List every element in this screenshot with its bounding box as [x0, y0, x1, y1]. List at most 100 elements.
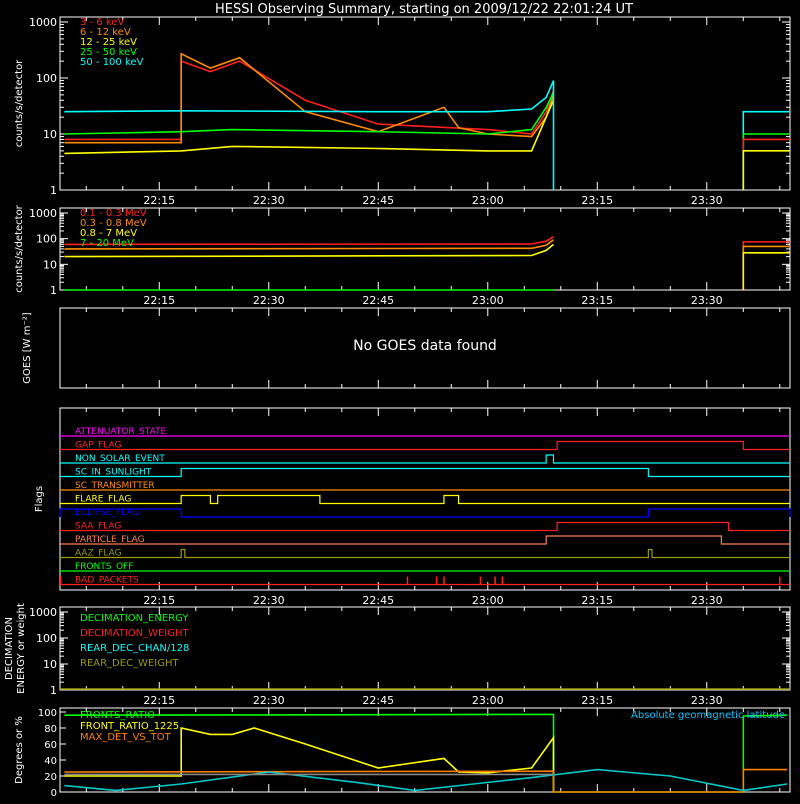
panel1-ytick-label: 10: [43, 128, 57, 141]
panel4-time-label: 22:30: [253, 594, 285, 607]
panel6-series-max-det-vs-tot: [64, 768, 788, 793]
panel2-series-0-8-7-mev: [64, 243, 555, 258]
panel2-ylabel: counts/s/detector: [14, 204, 25, 292]
flag-line-sc-in-sunlight: [60, 467, 790, 478]
panel2-time-label: 22:45: [362, 294, 394, 307]
panel4-time-label: 23:15: [581, 594, 613, 607]
panel6-frame: [59, 707, 791, 793]
panel6-ytick-label: 40: [44, 756, 57, 767]
panel4-frame: [59, 407, 791, 591]
panel6-legend-entry: FRONT_RATIO_1225: [80, 721, 179, 732]
panel6-series-front-ratio-1225: [64, 727, 555, 792]
panel1-legend-entry: 50 - 100 keV: [80, 57, 144, 68]
panel1-ytick-label: 1: [50, 184, 57, 197]
panel3-group: GOES [W m⁻²] No GOES data found: [22, 307, 791, 389]
panel1-ytick-label: 1000: [29, 16, 57, 29]
flag-line-aaz-flag: [60, 548, 790, 559]
panel1-time-label: 22:45: [362, 194, 394, 207]
panel5-time-label: 23:15: [581, 694, 613, 707]
panel1-time-label: 22:15: [143, 194, 175, 207]
panel2-series-0-1-0-3-mev: [64, 235, 554, 246]
panel1-frame: [59, 16, 791, 191]
panel5-ylabel: DECIMATION: [4, 617, 15, 680]
panel2-group: 1 10 100 1000 counts/s/detector 22:15 22:30 22:…: [14, 204, 791, 307]
panel5-time-label: 23:00: [472, 694, 504, 707]
panel5-ytick-label: 100: [36, 632, 57, 645]
panel2-time-label: 22:30: [253, 294, 285, 307]
panel2-series-resume: [742, 252, 790, 290]
panel1-time-label: 22:30: [253, 194, 285, 207]
panel2-time-label: 23:15: [581, 294, 613, 307]
panel2-legend-entry: 0.3 - 0.8 MeV: [80, 218, 147, 229]
panel6-legend-entry: MAX_DET_VS_TOT: [80, 732, 172, 743]
panel2-legend-entry: 0.1 - 0.3 MeV: [80, 208, 147, 219]
flag-label-gap-flag: GAP_FLAG: [75, 441, 121, 451]
panel2-ytick-label: 10: [43, 258, 57, 271]
flag-label-attenuator-state: ATTENUATOR_STATE: [75, 427, 167, 437]
panel5-time-label: 22:15: [143, 694, 175, 707]
panel1-legend-entry: 12 - 25 keV: [80, 37, 137, 48]
panel5-legend-entry: DECIMATION_ENERGY: [80, 613, 189, 624]
panel1-legend-entry: 6 - 12 keV: [80, 27, 131, 38]
panel3-ylabel: GOES [W m⁻²]: [22, 312, 33, 383]
flag-label-eclipse-flag: ECLIPSE_FLAG: [75, 508, 139, 518]
flag-label-bad-packets: BAD_PACKETS: [75, 576, 139, 586]
flag-label-sc-transmitter: SC_TRANSMITTER: [75, 481, 155, 491]
flag-label-fronts-off: FRONTS_OFF: [75, 562, 133, 572]
panel6-ytick-label: 80: [44, 724, 57, 735]
panel5-ytick-label: 1000: [29, 606, 57, 619]
panel1-legend-entry: 25 - 50 keV: [80, 47, 137, 58]
flag-label-aaz-flag: AAZ_FLAG: [75, 549, 122, 559]
figure-title: HESSI Observing Summary, starting on 200…: [215, 2, 633, 17]
panel2-ytick-label: 1: [50, 284, 57, 297]
panel4-group: Flags 22:15 22:30 22:45 23:00 23:15 23:30 ATTEN…: [34, 407, 791, 607]
panel6-group: 0 20 40 60 80 100 Degrees or % FRONTS_RATIOFRON…: [14, 707, 791, 799]
panel5-group: 1 10 100 1000 DECIMATION ENERGY or weight 22:1…: [4, 603, 791, 707]
panel4-time-label: 22:15: [143, 594, 175, 607]
flag-line-non-solar-event: [60, 454, 790, 464]
no-goes-message: No GOES data found: [353, 338, 497, 354]
panel6-series-absolute-geomagnetic-latitude: [64, 768, 788, 792]
panel2-time-label: 22:15: [143, 294, 175, 307]
panel4-time-label: 23:30: [691, 594, 723, 607]
flag-line-gap-flag: [60, 440, 790, 451]
panel1-ytick-label: 100: [36, 72, 57, 85]
flag-line-flare-flag: [60, 494, 790, 505]
panel5-ytick-label: 1: [50, 684, 57, 697]
panel5-legend-entry: DECIMATION_WEIGHT: [80, 628, 189, 639]
panel6-ytick-label: 0: [51, 788, 57, 799]
panel1-series-resume: [742, 150, 790, 190]
panel4-time-label: 22:45: [362, 594, 394, 607]
panel5-time-label: 22:45: [362, 694, 394, 707]
panel3-frame: [59, 307, 791, 389]
panel6-legend-entry: FRONTS_RATIO: [80, 710, 155, 721]
flag-line-eclipse-flag: [59, 508, 791, 518]
panel5-legend-entry: REAR_DEC_WEIGHT: [80, 658, 179, 669]
flag-label-saa-flag: SAA_FLAG: [75, 522, 121, 532]
panel1-series-50-100-kev: [64, 80, 555, 190]
flag-label-non-solar-event: NON_SOLAR_EVENT: [75, 454, 165, 464]
panel1-series-25-50-kev: [64, 92, 555, 135]
panel1-legend-entry: 3 - 6 keV: [80, 17, 124, 28]
panel2-legend-entry: 7 - 20 MeV: [80, 238, 134, 249]
panel2-time-label: 23:00: [472, 294, 504, 307]
flag-line-saa-flag: [60, 521, 790, 532]
panel6-ylabel: Degrees or %: [14, 716, 25, 784]
panel2-ytick-label: 1000: [29, 207, 57, 220]
panel2-series-0-3-0-8-mev: [64, 239, 554, 250]
panel1-group: 1 10 100 1000 counts/s/detector 22:15 22:30 22:…: [14, 16, 791, 207]
panel2-ytick-label: 100: [36, 233, 57, 246]
flag-label-sc-in-sunlight: SC_IN_SUNLIGHT: [75, 468, 152, 478]
panel5-ylabel: ENERGY or weight: [16, 603, 27, 694]
panel1-time-label: 23:15: [581, 194, 613, 207]
flag-line-particle-flag: [60, 535, 790, 545]
panel4-ylabel: Flags: [34, 486, 45, 512]
panel5-ytick-label: 10: [43, 658, 57, 671]
panel4-time-label: 23:00: [472, 594, 504, 607]
flag-label-flare-flag: FLARE_FLAG: [75, 495, 131, 505]
panel6-ytick-label: 60: [44, 740, 57, 751]
panel5-legend-entry: REAR_DEC_CHAN/128: [80, 643, 189, 654]
panel2-time-label: 23:30: [691, 294, 723, 307]
